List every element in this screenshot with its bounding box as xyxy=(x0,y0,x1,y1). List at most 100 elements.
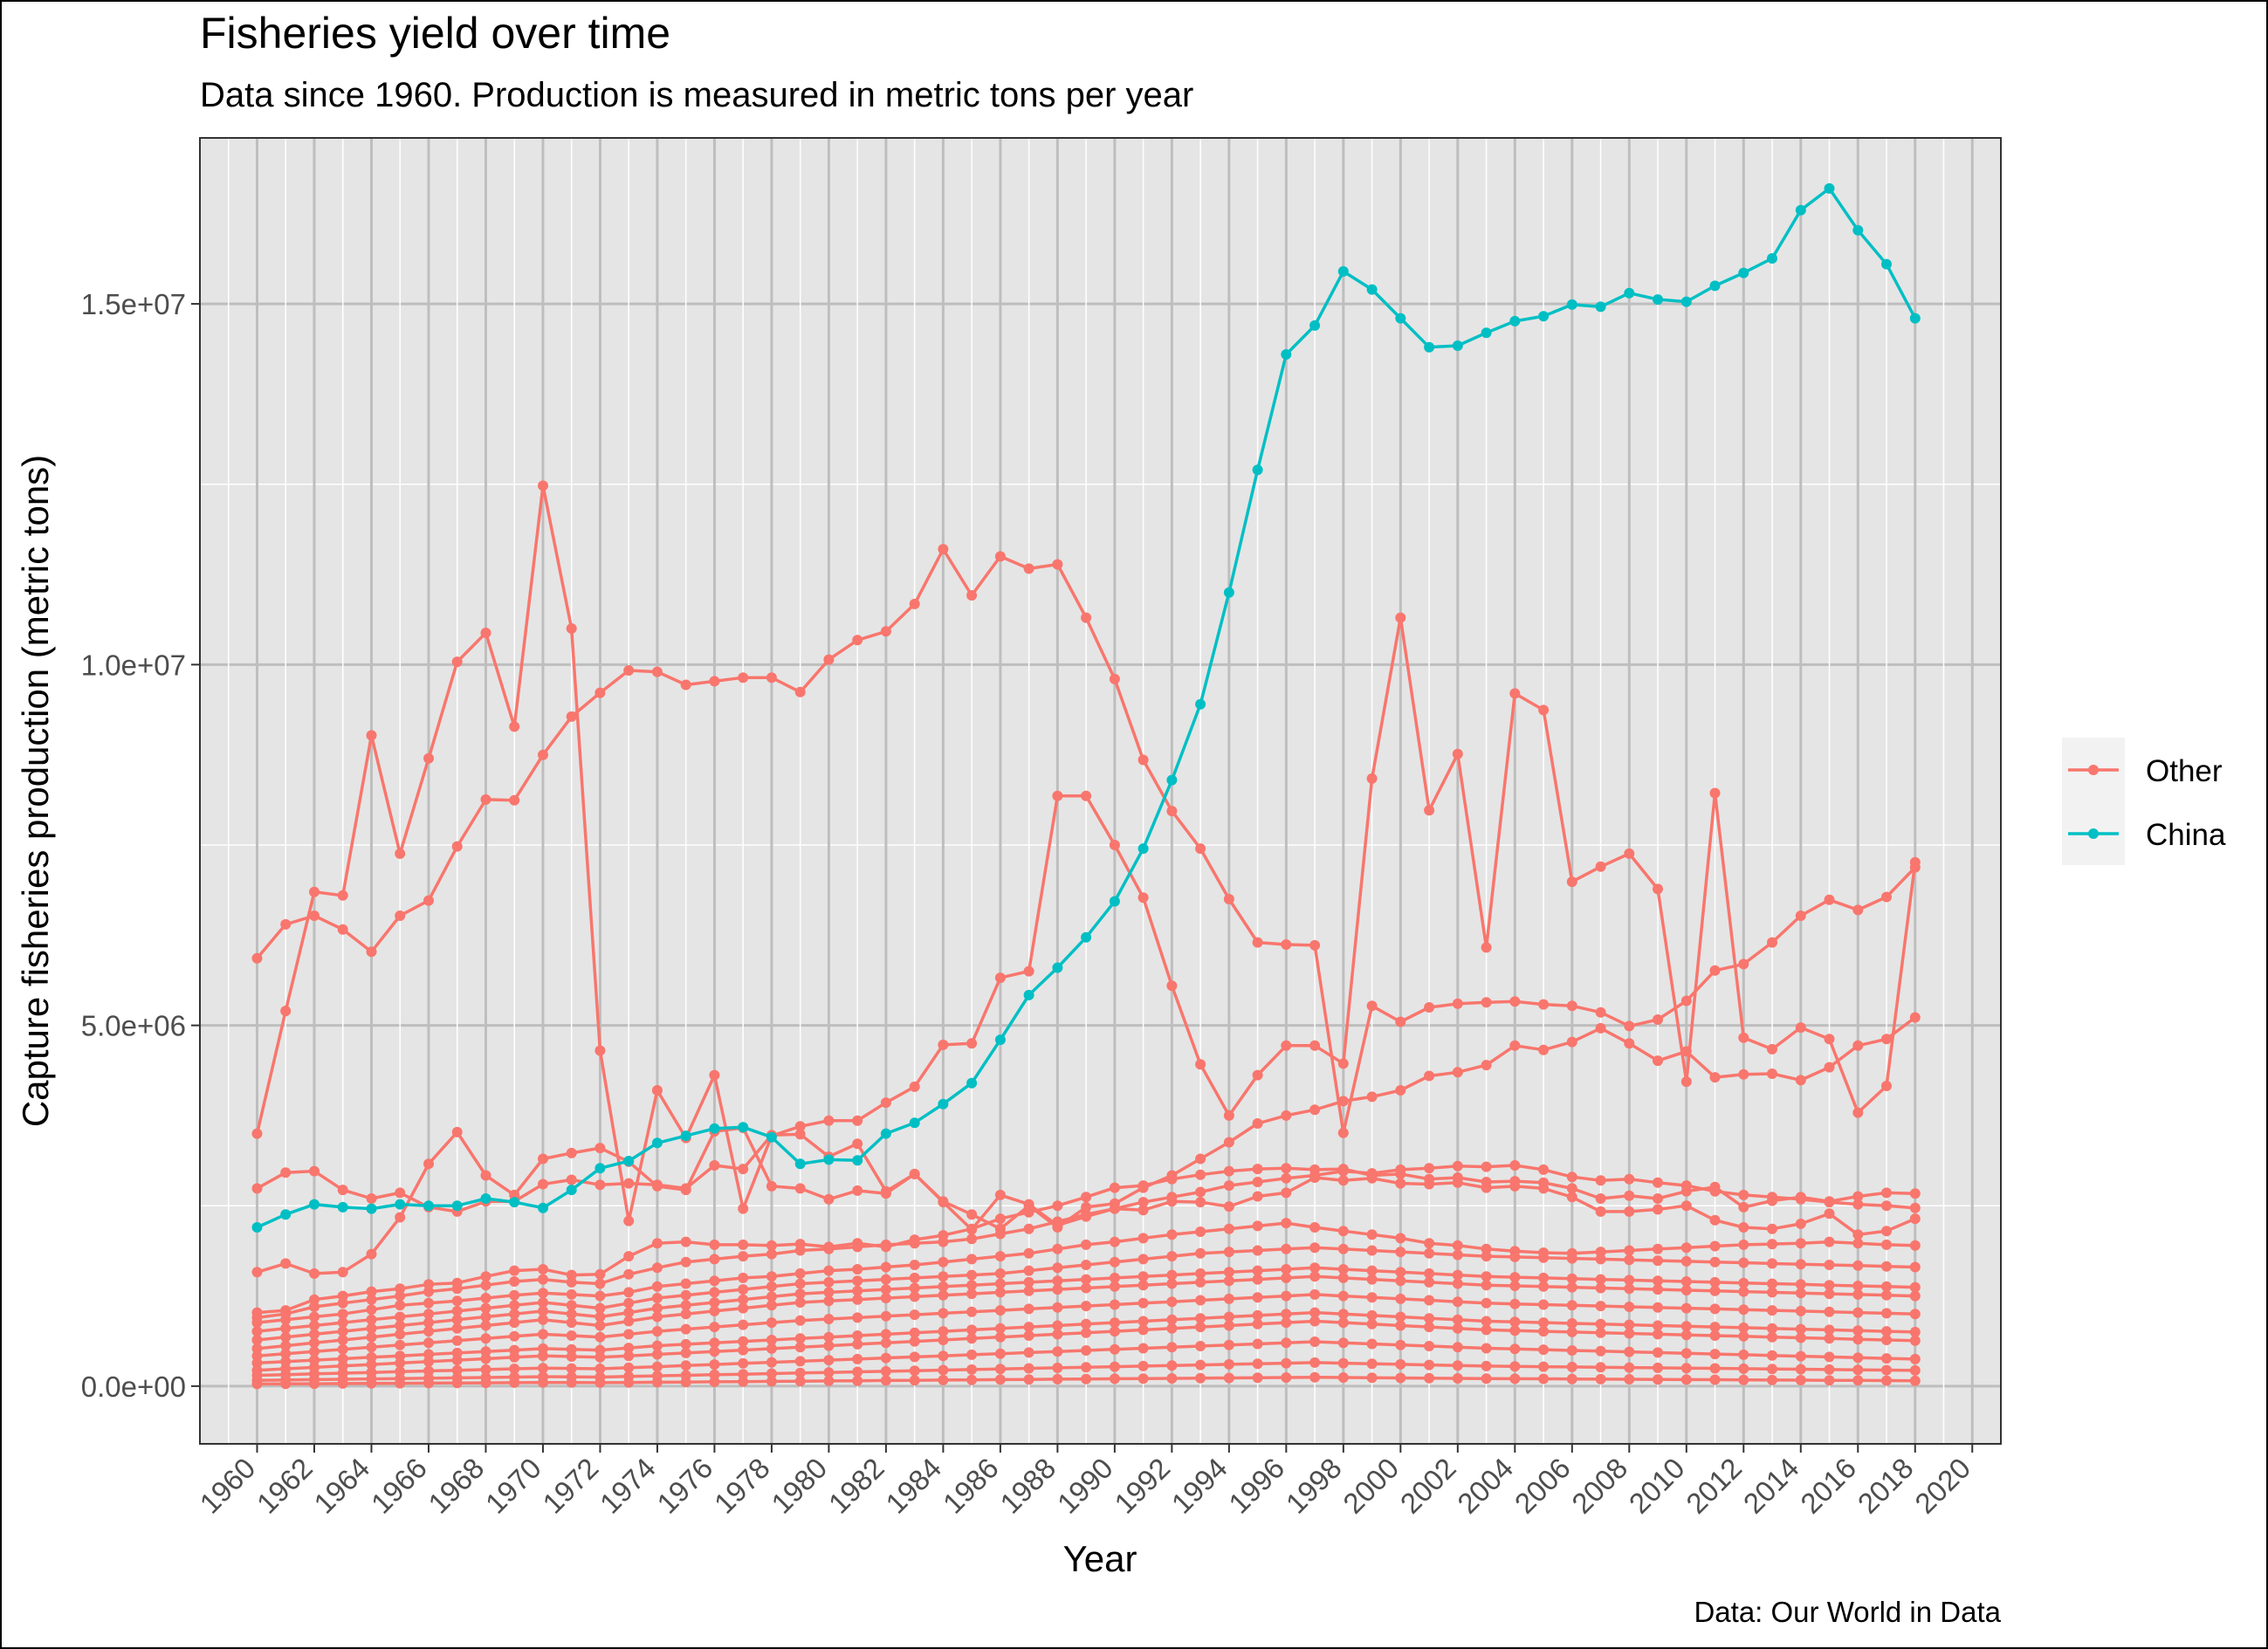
data-point xyxy=(1424,1002,1435,1013)
data-point xyxy=(1909,313,1921,324)
data-point xyxy=(423,1200,434,1212)
data-point xyxy=(1653,1014,1663,1025)
data-point xyxy=(1653,1329,1663,1340)
data-point xyxy=(1624,1328,1635,1339)
legend: Other China xyxy=(2062,738,2226,865)
data-point xyxy=(509,1309,520,1320)
series-other xyxy=(251,1307,1921,1369)
data-point xyxy=(1653,1284,1663,1295)
data-point xyxy=(1824,1351,1835,1363)
data-point xyxy=(1680,1255,1692,1267)
data-point xyxy=(337,1353,348,1364)
data-point xyxy=(538,749,548,760)
data-point xyxy=(395,1212,406,1223)
data-point xyxy=(766,1300,777,1311)
data-point xyxy=(1195,1247,1206,1259)
data-point xyxy=(1595,301,1606,313)
legend-item-china: China xyxy=(2068,818,2226,852)
data-point xyxy=(1366,1318,1378,1330)
data-point xyxy=(1166,1342,1178,1353)
data-point xyxy=(623,1287,635,1298)
data-point xyxy=(1680,1180,1692,1192)
data-point xyxy=(994,1251,1006,1262)
data-point xyxy=(1738,1201,1749,1213)
x-tick-label: 2020 xyxy=(1908,1452,1976,1520)
data-point xyxy=(280,1209,292,1220)
data-point xyxy=(1824,182,1835,194)
data-point xyxy=(309,1320,320,1331)
data-point xyxy=(1653,1193,1663,1204)
data-point xyxy=(1909,1261,1921,1273)
x-tick-label: 1962 xyxy=(251,1452,319,1520)
data-point xyxy=(680,1278,691,1289)
data-point xyxy=(1252,1274,1263,1285)
data-point xyxy=(1653,1347,1663,1358)
data-point xyxy=(423,1356,434,1367)
data-point xyxy=(509,1189,520,1200)
data-point xyxy=(794,1342,806,1353)
data-point xyxy=(1653,1275,1663,1287)
data-point xyxy=(938,1350,949,1362)
data-point xyxy=(1109,1373,1120,1384)
data-point xyxy=(880,1128,891,1139)
data-point xyxy=(852,1275,863,1287)
data-point xyxy=(938,1256,949,1268)
data-point xyxy=(1195,1341,1206,1351)
data-point xyxy=(938,1236,949,1247)
data-point xyxy=(423,1337,434,1349)
data-point xyxy=(1337,1243,1349,1254)
data-point xyxy=(1137,1280,1149,1291)
data-point xyxy=(1509,688,1521,699)
x-tick-label: 1992 xyxy=(1108,1452,1176,1520)
data-point xyxy=(1109,1272,1120,1283)
data-point xyxy=(1852,1375,1864,1386)
data-point xyxy=(1252,464,1263,476)
data-point xyxy=(1680,1330,1692,1341)
data-point xyxy=(966,1306,978,1317)
data-point xyxy=(794,1376,806,1387)
y-tick-label: 1.5e+07 xyxy=(81,288,186,320)
data-point xyxy=(709,1239,720,1250)
data-point xyxy=(1881,1226,1892,1237)
data-point xyxy=(1281,1187,1292,1199)
data-point xyxy=(1452,1240,1463,1251)
data-point xyxy=(480,1293,491,1303)
x-tick-label: 2016 xyxy=(1794,1452,1862,1520)
data-point xyxy=(1852,1191,1864,1202)
data-point xyxy=(651,1326,663,1337)
data-point xyxy=(651,1281,663,1292)
data-point xyxy=(1281,1110,1292,1121)
data-point xyxy=(251,1350,263,1362)
data-point xyxy=(1481,942,1492,953)
data-point xyxy=(709,1297,720,1308)
data-point xyxy=(1909,1202,1921,1213)
data-point xyxy=(794,686,806,697)
data-point xyxy=(1881,1281,1892,1292)
data-point xyxy=(880,1097,891,1109)
data-point xyxy=(966,1254,978,1265)
x-tick-label: 1986 xyxy=(937,1452,1005,1520)
data-point xyxy=(1709,1322,1721,1333)
data-point xyxy=(623,1316,635,1327)
data-point xyxy=(1653,1177,1663,1188)
data-point xyxy=(880,1261,891,1273)
data-point xyxy=(395,1357,406,1369)
data-point xyxy=(1195,1268,1206,1279)
data-point xyxy=(1309,1371,1321,1383)
data-point xyxy=(909,1117,920,1129)
data-point xyxy=(1395,1178,1406,1189)
data-point xyxy=(1538,1326,1550,1337)
data-point xyxy=(1309,1222,1321,1233)
data-point xyxy=(1309,1307,1321,1318)
data-point xyxy=(1252,1220,1263,1232)
data-point xyxy=(994,1331,1006,1343)
data-point xyxy=(966,1077,978,1089)
data-point xyxy=(1052,1362,1063,1373)
data-point xyxy=(1909,1309,1921,1320)
data-point xyxy=(1424,1173,1435,1185)
data-point xyxy=(280,1340,292,1351)
data-point xyxy=(1852,1307,1864,1318)
data-point xyxy=(337,1297,348,1309)
data-point xyxy=(1195,1059,1206,1070)
data-point xyxy=(1337,1272,1349,1283)
